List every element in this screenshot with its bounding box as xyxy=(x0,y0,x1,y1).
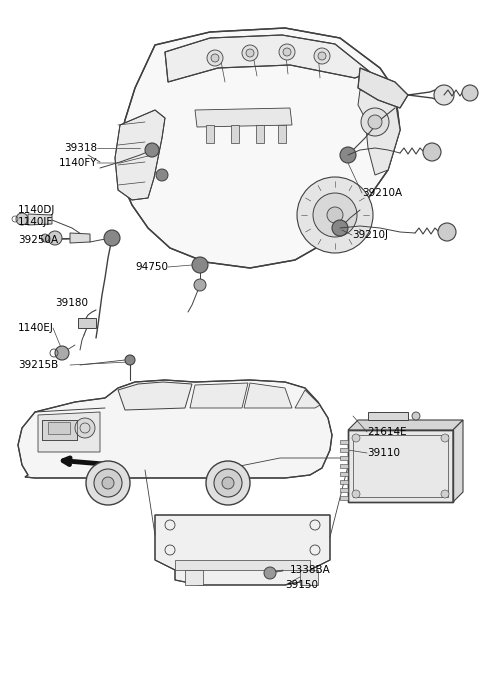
Polygon shape xyxy=(118,28,400,268)
Circle shape xyxy=(434,85,454,105)
Polygon shape xyxy=(118,382,192,410)
Bar xyxy=(78,318,96,328)
Circle shape xyxy=(438,223,456,241)
Bar xyxy=(278,125,286,143)
Circle shape xyxy=(327,207,343,223)
Circle shape xyxy=(340,147,356,163)
Text: 1140DJ: 1140DJ xyxy=(18,205,55,215)
Bar xyxy=(256,125,264,143)
Circle shape xyxy=(211,54,219,62)
Bar xyxy=(340,496,348,500)
Text: 1338BA: 1338BA xyxy=(290,565,331,575)
Circle shape xyxy=(41,234,49,242)
Polygon shape xyxy=(70,233,90,243)
Text: 1140JF: 1140JF xyxy=(18,217,53,227)
Text: 39210A: 39210A xyxy=(362,188,402,198)
Circle shape xyxy=(102,477,114,489)
Polygon shape xyxy=(244,383,292,408)
Polygon shape xyxy=(155,515,330,585)
Circle shape xyxy=(368,115,382,129)
Bar xyxy=(42,420,77,440)
Circle shape xyxy=(318,52,326,60)
Circle shape xyxy=(441,490,449,498)
Circle shape xyxy=(86,461,130,505)
Circle shape xyxy=(361,108,389,136)
Polygon shape xyxy=(453,420,463,502)
Bar xyxy=(340,472,348,476)
Bar xyxy=(175,560,310,570)
Polygon shape xyxy=(18,380,332,483)
Polygon shape xyxy=(368,412,408,420)
Circle shape xyxy=(104,230,120,246)
Polygon shape xyxy=(115,110,165,200)
Bar xyxy=(206,125,214,143)
Text: 39215B: 39215B xyxy=(18,360,58,370)
Polygon shape xyxy=(358,90,400,175)
Circle shape xyxy=(55,346,69,360)
Text: 1140EJ: 1140EJ xyxy=(18,323,54,333)
Polygon shape xyxy=(38,412,100,452)
Circle shape xyxy=(242,45,258,61)
Circle shape xyxy=(297,177,373,253)
Text: 39110: 39110 xyxy=(367,448,400,458)
Circle shape xyxy=(156,169,168,181)
Polygon shape xyxy=(348,420,463,430)
Bar xyxy=(340,480,348,484)
Circle shape xyxy=(192,257,208,273)
Circle shape xyxy=(352,490,360,498)
Circle shape xyxy=(314,48,330,64)
Circle shape xyxy=(94,469,122,497)
Circle shape xyxy=(214,469,242,497)
Bar xyxy=(353,435,448,497)
Text: 39318: 39318 xyxy=(64,143,97,153)
Circle shape xyxy=(145,143,159,157)
Bar xyxy=(185,570,203,585)
Circle shape xyxy=(48,231,62,245)
Bar xyxy=(300,570,318,585)
Circle shape xyxy=(125,355,135,365)
Bar xyxy=(340,440,348,444)
Polygon shape xyxy=(165,35,370,82)
Polygon shape xyxy=(195,108,292,127)
Circle shape xyxy=(412,412,420,420)
Bar xyxy=(340,448,348,452)
Polygon shape xyxy=(295,390,320,408)
Circle shape xyxy=(246,49,254,57)
Circle shape xyxy=(16,213,28,225)
Bar xyxy=(340,464,348,468)
Circle shape xyxy=(352,434,360,442)
Bar xyxy=(340,488,348,492)
Polygon shape xyxy=(190,383,248,408)
Text: 39150: 39150 xyxy=(285,580,318,590)
Bar xyxy=(42,420,77,440)
Text: 94750: 94750 xyxy=(135,262,168,272)
Polygon shape xyxy=(28,214,52,225)
Polygon shape xyxy=(358,68,408,108)
Circle shape xyxy=(206,461,250,505)
Circle shape xyxy=(264,567,276,579)
Bar xyxy=(340,456,348,460)
Circle shape xyxy=(332,220,348,236)
Text: 21614E: 21614E xyxy=(367,427,407,437)
Circle shape xyxy=(194,279,206,291)
Circle shape xyxy=(279,44,295,60)
Text: 1140FY: 1140FY xyxy=(59,158,97,168)
Text: 39180: 39180 xyxy=(55,298,88,308)
Circle shape xyxy=(222,477,234,489)
Circle shape xyxy=(313,193,357,237)
Text: 39250A: 39250A xyxy=(18,235,58,245)
Circle shape xyxy=(423,143,441,161)
Circle shape xyxy=(75,418,95,438)
Circle shape xyxy=(207,50,223,66)
Circle shape xyxy=(283,48,291,56)
Bar xyxy=(231,125,239,143)
Polygon shape xyxy=(348,430,453,502)
Circle shape xyxy=(441,434,449,442)
Text: 39210J: 39210J xyxy=(352,230,388,240)
Bar xyxy=(48,422,70,434)
Circle shape xyxy=(462,85,478,101)
